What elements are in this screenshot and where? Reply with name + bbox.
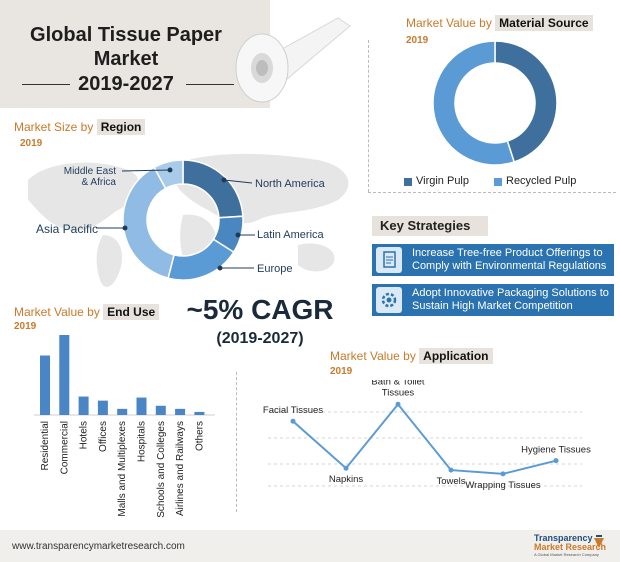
enduse-tick-label: Residential — [40, 421, 51, 470]
region-label-europe: Europe — [257, 263, 293, 275]
region-label-latin-america: Latin America — [257, 229, 324, 241]
enduse-bar-airlines-and-railways — [175, 408, 186, 415]
enduse-bar-commercial — [59, 335, 70, 415]
region-donut-chart — [96, 159, 255, 281]
document-icon — [376, 247, 402, 273]
application-year: 2019 — [330, 366, 353, 377]
enduse-tick-label: Hotels — [79, 421, 90, 449]
enduse-bar-hospitals — [136, 397, 147, 415]
logo-text: Transparency Market Research — [534, 533, 607, 552]
enduse-tick-label: Schools and Colleges — [156, 421, 167, 518]
enduse-heading: Market Value by End Use — [14, 304, 160, 320]
application-point-label: Towels — [436, 476, 465, 487]
material-divider-v — [368, 40, 369, 192]
region-leader-line — [223, 179, 253, 184]
application-point — [448, 467, 454, 473]
logo-icon — [594, 535, 604, 548]
application-point — [343, 465, 349, 471]
region-label-middle-east-africa: Middle East & Africa — [63, 166, 116, 188]
enduse-bar-malls-and-multiplexes — [117, 408, 128, 415]
region-leader-dot — [235, 232, 241, 238]
gear-icon — [376, 287, 402, 313]
enduse-tick-label: Commercial — [59, 421, 70, 474]
application-series-line — [292, 402, 557, 475]
region-year: 2019 — [20, 138, 43, 149]
footer-url[interactable]: www.transparencymarketresearch.com — [12, 541, 185, 552]
application-point — [395, 401, 401, 407]
footer-bar — [0, 530, 620, 562]
legend-label-recycled-pulp: Recycled Pulp — [506, 175, 577, 187]
donut-slice-north-america — [182, 159, 244, 219]
region-leader-dot — [221, 177, 227, 183]
application-point-label: Bath & Toilet Tissues — [371, 380, 425, 398]
logo-subtitle: A Global Market Research Company — [534, 552, 599, 557]
application-point-label: Wrapping Tissues — [465, 480, 541, 491]
material-donut-chart — [432, 40, 558, 166]
donut-slice-virgin-pulp — [494, 40, 558, 163]
application-point-label: Napkins — [329, 474, 364, 485]
material-heading: Market Value by Material Source — [406, 15, 593, 31]
page-title-line2: Market — [93, 48, 159, 70]
donut-slice-recycled-pulp — [432, 40, 516, 166]
title-rule-right — [186, 84, 234, 85]
enduse-tick-label: Malls and Multiplexes — [117, 421, 128, 517]
strategy-item-1: Increase Tree-free Product Offerings to … — [372, 244, 614, 276]
region-leader-dot — [167, 167, 173, 173]
region-leader-dot — [122, 225, 128, 231]
region-leader-line — [121, 169, 171, 172]
legend-label-virgin-pulp: Virgin Pulp — [416, 175, 469, 187]
key-strategies-title: Key Strategies — [372, 216, 488, 236]
application-divider — [236, 372, 237, 512]
material-divider-h — [368, 192, 616, 193]
application-point — [553, 458, 559, 464]
region-label-asia-pacific: Asia Pacific — [36, 222, 99, 236]
application-point-label: Hygiene Tissues — [521, 445, 591, 456]
donut-slice-europe — [167, 238, 235, 281]
legend-swatch-virgin-pulp — [404, 178, 412, 186]
enduse-tick-label: Hospitals — [137, 421, 148, 462]
enduse-bar-residential — [40, 355, 50, 415]
enduse-bar-schools-and-colleges — [155, 405, 166, 415]
application-point-label: Facial Tissues — [263, 405, 323, 416]
tissue-roll-illustration — [235, 17, 351, 103]
strategy-item-2: Adopt Innovative Packaging Solutions to … — [372, 284, 614, 316]
enduse-tick-label: Airlines and Railways — [175, 421, 186, 516]
application-point — [290, 418, 296, 424]
title-years: 2019-2027 — [78, 73, 174, 95]
donut-slice-asia-pacific — [122, 166, 175, 280]
cagr-years: (2019-2027) — [216, 330, 304, 347]
enduse-bar-hotels — [78, 396, 89, 415]
enduse-tick-label: Others — [194, 421, 205, 451]
material-year: 2019 — [406, 35, 429, 46]
enduse-year: 2019 — [14, 321, 37, 332]
donut-slice-middle-east-africa — [153, 159, 184, 190]
title-background — [0, 0, 270, 108]
title-rule-left — [22, 84, 70, 85]
region-label-north-america: North America — [255, 178, 325, 190]
legend-swatch-recycled-pulp — [494, 178, 502, 186]
enduse-tick-label: Offices — [98, 421, 109, 452]
page-title: Global Tissue Paper — [30, 24, 222, 46]
enduse-bar-others — [194, 411, 205, 415]
enduse-bar-offices — [97, 400, 108, 415]
application-line-chart: Facial Tissues Napkins Bath & Toilet Tissue… — [263, 380, 591, 491]
enduse-bar-chart: Residential Commercial Hotels Offices Malls … — [34, 335, 215, 518]
region-heading: Market Size by Region — [14, 119, 146, 135]
cagr-value: ~5% CAGR — [186, 294, 334, 325]
region-leader-dot — [217, 265, 223, 271]
application-heading: Market Value by Application — [330, 348, 493, 364]
application-point — [500, 471, 506, 477]
